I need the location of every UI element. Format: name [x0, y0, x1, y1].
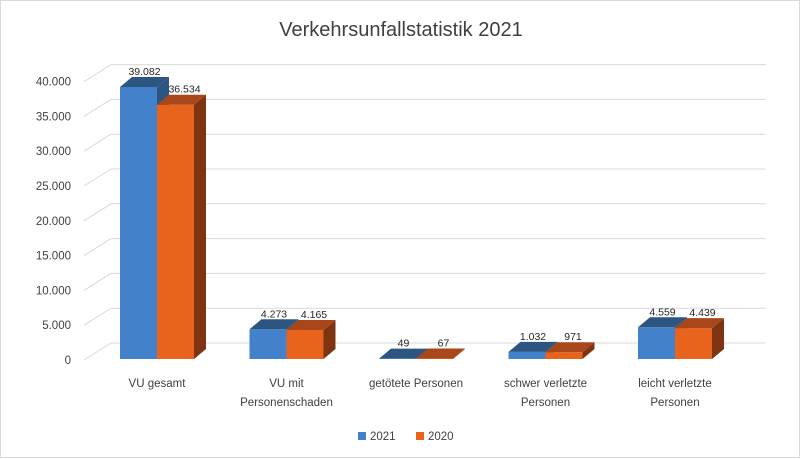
bar-side	[194, 95, 206, 359]
y-tick-label: 10.000	[36, 285, 71, 297]
legend-swatch	[358, 432, 366, 440]
legend-swatch	[416, 432, 424, 440]
data-label: 49	[398, 338, 410, 350]
data-label: 4.273	[261, 308, 287, 320]
bar-2021	[250, 329, 287, 359]
x-category-label: getötete Personen	[369, 378, 463, 390]
y-tick-label: 40.000	[36, 77, 71, 89]
legend-label: 2021	[370, 431, 396, 443]
bar-2020	[287, 330, 324, 359]
data-label: 36.534	[168, 84, 200, 96]
data-label: 1.032	[520, 331, 546, 343]
y-tick-label: 25.000	[36, 181, 71, 193]
x-category-label: Personen	[521, 397, 570, 409]
data-label: 39.082	[128, 66, 160, 78]
y-tick-label: 15.000	[36, 251, 71, 263]
x-category-label: Personen	[650, 397, 699, 409]
bar-2020	[546, 352, 583, 359]
x-category-label: schwer verletzte	[504, 378, 587, 390]
y-tick-label: 30.000	[36, 146, 71, 158]
x-category-label: Personenschaden	[240, 397, 333, 409]
chart-title: Verkehrsunfallstatistik 2021	[279, 19, 522, 41]
x-category-label: VU mit	[269, 378, 304, 390]
data-label: 67	[438, 338, 450, 350]
data-label: 4.439	[689, 307, 715, 319]
y-tick-label: 35.000	[36, 111, 71, 123]
bar-2021	[120, 87, 157, 359]
y-tick-label: 20.000	[36, 216, 71, 228]
y-tick-label: 5.000	[42, 320, 71, 332]
bar-2021	[509, 352, 546, 359]
data-label: 4.165	[301, 309, 327, 321]
bar-2020	[675, 328, 712, 359]
x-category-label: VU gesamt	[129, 378, 187, 390]
bar-2021	[638, 327, 675, 359]
y-tick-label: 0	[65, 355, 71, 367]
x-category-label: leicht verletzte	[638, 378, 712, 390]
gridline	[84, 65, 766, 82]
bar-2020	[157, 105, 194, 359]
data-label: 4.559	[649, 306, 675, 318]
legend-label: 2020	[428, 431, 454, 443]
data-label: 971	[564, 331, 582, 343]
